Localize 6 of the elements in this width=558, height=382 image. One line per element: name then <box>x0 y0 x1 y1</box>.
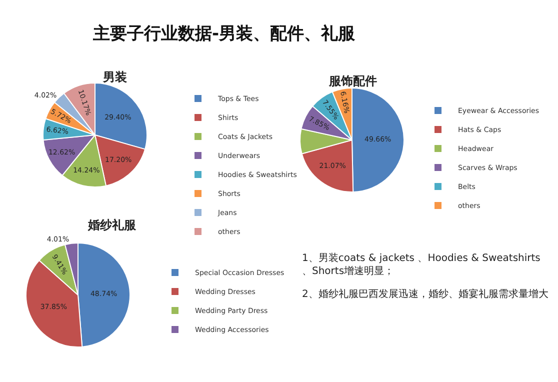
chart-title: 服饰配件 <box>328 74 377 88</box>
text: 2、婚纱礼服巴西发展迅速，婚纱、婚宴礼服需求量增大 <box>302 288 548 300</box>
text: 主要子行业数据-男装、配件、礼服 <box>92 24 356 44</box>
chart-title: 男装 <box>102 70 128 84</box>
text: 1、男装coats & jackets 、Hoodies & Sweatshirts、Shorts增速明显； <box>302 252 540 277</box>
chart-title: 婚纱礼服 <box>87 218 137 232</box>
